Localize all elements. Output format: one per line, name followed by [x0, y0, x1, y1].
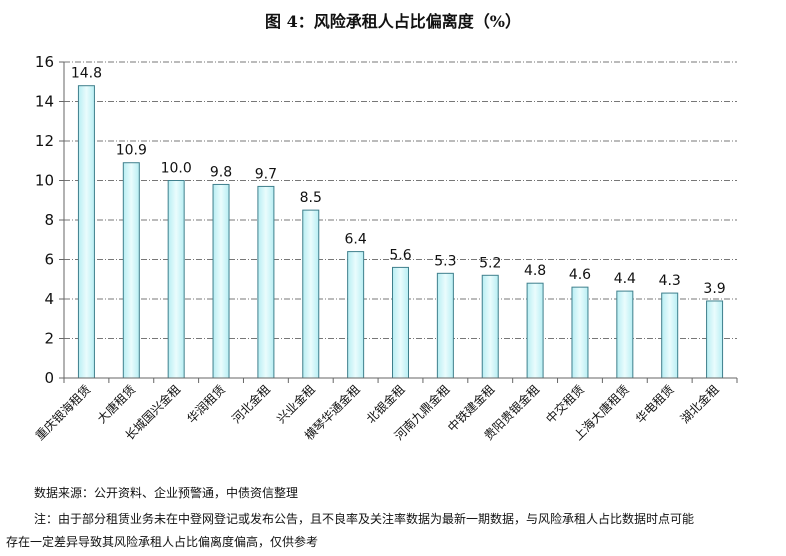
- bar-12: [571, 286, 589, 379]
- data-label: 4.8: [524, 263, 546, 279]
- y-tick-label: 4: [44, 290, 54, 308]
- data-label: 4.4: [614, 271, 636, 287]
- x-tick-label: 重庆银海租赁: [32, 382, 94, 444]
- bar-15: [706, 300, 724, 379]
- bar-8: [392, 266, 409, 379]
- y-tick-label: 0: [44, 369, 54, 387]
- footnote-line-2: 存在一定差异导致其风险承租人占比偏离度偏高，仅供参考: [6, 535, 319, 549]
- data-label: 5.3: [434, 253, 456, 269]
- y-tick-label: 6: [44, 251, 54, 269]
- bar-10: [481, 274, 499, 379]
- chart-title: 图 4：风险承租人占比偏离度（%）: [265, 12, 521, 31]
- x-tick-label: 兴业金租: [273, 382, 318, 427]
- x-tick-label: 中交租赁: [543, 382, 588, 427]
- data-label: 10.9: [116, 143, 147, 159]
- y-tick-label: 8: [44, 211, 54, 229]
- x-tick-label: 华电租赁: [633, 382, 677, 426]
- y-tick-label: 10: [35, 172, 54, 190]
- bar-2: [122, 162, 140, 379]
- source-note: 数据来源：公开资料、企业预警通，中债资信整理: [34, 486, 299, 500]
- x-tick-label: 华润租赁: [184, 382, 228, 426]
- value-labels: 14.8 10.9 10.0 9.8 9.7 8.5 6.4 5.6 5.3 5.2 4.8 4.6 4…: [71, 66, 726, 297]
- bar-6: [302, 209, 320, 379]
- data-label: 5.2: [479, 255, 501, 271]
- bar-11: [526, 282, 544, 379]
- x-tick-label: 湖北金租: [677, 382, 722, 427]
- data-label: 4.6: [569, 267, 591, 283]
- y-tick-label: 2: [44, 330, 54, 348]
- bar-5: [257, 185, 275, 379]
- y-tick-label: 16: [35, 53, 54, 71]
- bar-9: [436, 272, 454, 379]
- x-tick-label: 河北金租: [228, 382, 273, 427]
- data-label: 10.0: [161, 161, 192, 177]
- bar-1: [77, 85, 95, 379]
- data-label: 8.5: [300, 190, 322, 206]
- y-tick-label: 12: [35, 132, 54, 150]
- bars: [77, 85, 724, 379]
- bar-14: [661, 292, 679, 379]
- data-label: 4.3: [659, 273, 681, 289]
- bar-13: [616, 290, 634, 379]
- x-tick-label: 北银金租: [363, 382, 408, 427]
- data-label: 9.8: [210, 164, 232, 180]
- bar-4: [212, 183, 230, 379]
- data-label: 3.9: [703, 281, 725, 297]
- bar-7: [347, 251, 365, 379]
- footnote-line-1: 注：由于部分租赁业务未在中登网登记或发布公告，且不良率及关注率数据为最新一期数据…: [34, 512, 695, 526]
- data-label: 6.4: [345, 232, 367, 248]
- data-label: 5.6: [389, 247, 411, 263]
- data-label: 14.8: [71, 66, 102, 82]
- y-tick-label: 14: [35, 93, 54, 111]
- data-label: 9.7: [255, 166, 277, 182]
- x-tick-label: 大唐租赁: [94, 382, 139, 427]
- bar-3: [167, 180, 185, 379]
